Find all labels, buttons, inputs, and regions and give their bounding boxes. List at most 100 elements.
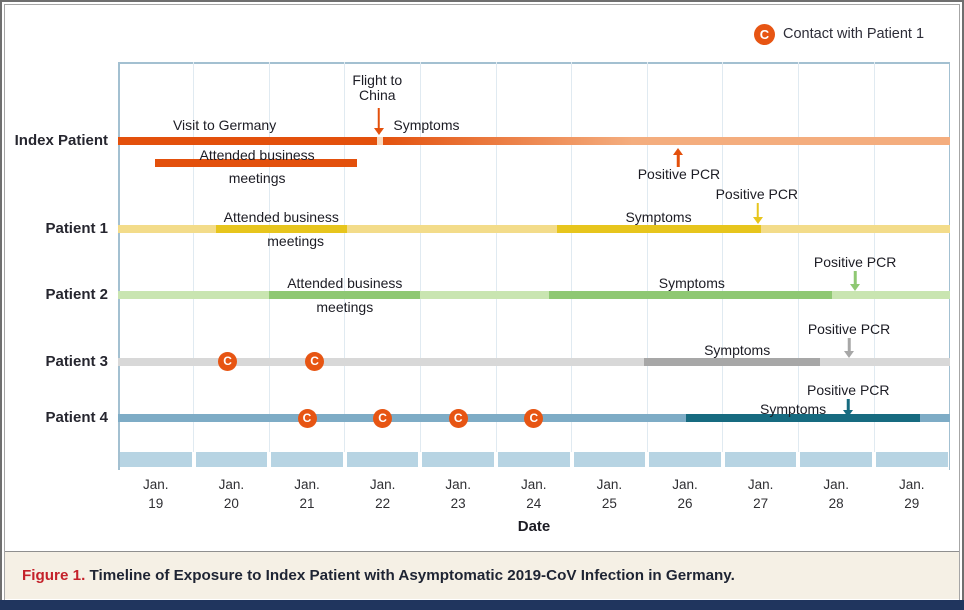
gridline — [646, 62, 648, 452]
axis-tick-month: Jan. — [823, 477, 849, 492]
contact-marker-icon: C — [524, 408, 544, 428]
axis-strip-box — [876, 452, 948, 467]
annotation-label: Visit to Germany — [172, 116, 277, 133]
axis-tick-month: Jan. — [445, 477, 471, 492]
figure-caption: Figure 1. Timeline of Exposure to Index … — [4, 551, 960, 599]
arrow-part — [752, 217, 763, 224]
arrow-part — [850, 284, 861, 291]
timeline-segment — [644, 357, 820, 366]
arrow-part — [676, 153, 680, 167]
axis-tick-month: Jan. — [672, 477, 698, 492]
caption-text: Figure 1. Timeline of Exposure to Index … — [22, 567, 735, 584]
annotation-label: Symptoms — [393, 116, 460, 133]
annotation-label: Symptoms — [704, 341, 771, 358]
arrow-down-icon — [373, 107, 384, 135]
arrow-part — [673, 147, 684, 155]
axis-strip-box — [800, 452, 872, 467]
row-label: Patient 1 — [45, 220, 108, 237]
contact-marker-icon: C — [305, 352, 325, 371]
axis-tick-month: Jan. — [143, 477, 169, 492]
annotation-label: meetings — [228, 169, 286, 186]
axis-tick-day: 26 — [677, 496, 693, 511]
gridline — [268, 62, 270, 452]
timeline-base-bar — [118, 357, 950, 366]
arrow-part — [377, 107, 381, 129]
arrow-up-icon — [673, 147, 684, 167]
row-label: Index Patient — [14, 131, 108, 149]
plot-border-right — [948, 62, 950, 470]
contact-marker-icon: C — [448, 408, 468, 428]
contact-marker-icon: C — [218, 352, 238, 371]
annotation-label: meetings — [267, 233, 325, 249]
arrow-part — [844, 350, 855, 358]
annotation-label: Attended business — [223, 209, 339, 225]
timeline-segment — [376, 136, 383, 145]
timeline-segment — [155, 158, 357, 167]
axis-tick-day: 20 — [223, 496, 239, 511]
arrow-part — [843, 410, 854, 417]
timeline-segment — [548, 291, 832, 299]
annotation-label: Symptoms — [760, 401, 827, 417]
axis-tick-day: 23 — [450, 496, 466, 511]
caption-figure-number: Figure 1. — [22, 567, 86, 584]
axis-strip-box — [422, 452, 494, 467]
contact-marker-icon: C — [373, 408, 393, 428]
axis-tick-day: 19 — [148, 496, 164, 511]
row-label: Patient 3 — [45, 352, 108, 370]
timeline-segment — [685, 414, 921, 422]
annotation-label: Attended business — [287, 275, 403, 291]
gridline — [193, 62, 195, 452]
timeline-plot: Date Jan. 19 Jan. 20 Jan. 21 Jan. 22 Jan. 23 Jan. 2… — [15, 62, 950, 535]
axis-tick-day: 27 — [753, 496, 769, 511]
axis-tick-month: Jan. — [596, 477, 623, 492]
timeline-segment — [269, 291, 421, 299]
axis-tick-day: 21 — [299, 496, 315, 511]
gridline — [571, 62, 573, 452]
legend-label: Contact with Patient 1 — [783, 26, 925, 42]
annotation-label: China — [359, 86, 396, 103]
annotation-label: Positive PCR — [715, 186, 799, 202]
arrow-part — [373, 127, 384, 135]
axis-strip-box — [195, 452, 268, 467]
plot-border-top — [118, 62, 950, 64]
plot-border-left — [118, 62, 120, 470]
axis-strip-box — [573, 452, 646, 467]
axis-tick-month: Jan. — [218, 477, 245, 492]
caption-title: Timeline of Exposure to Index Patient wi… — [89, 567, 735, 584]
axis-tick-day: 22 — [375, 496, 391, 511]
axis-tick-month: Jan. — [369, 477, 396, 492]
arrow-part — [847, 337, 851, 352]
annotation-label: meetings — [316, 299, 374, 315]
axis-strip-box — [120, 452, 192, 467]
axis-tick-month: Jan. — [521, 477, 547, 492]
axis-strip-box — [346, 452, 419, 467]
bottom-navy-strip — [0, 600, 964, 610]
timeline-base-bar — [118, 291, 950, 299]
annotation-label: Positive PCR — [813, 254, 897, 270]
row-label: Patient 4 — [45, 409, 108, 426]
axis-tick-month: Jan. — [899, 477, 925, 492]
annotation-label: Symptoms — [658, 275, 725, 291]
timeline-base-bar — [118, 225, 950, 233]
annotation-label: Attended business — [199, 146, 315, 163]
contact-marker-icon: C — [297, 408, 317, 428]
axis-strip-box — [271, 452, 343, 467]
legend: C Contact with Patient 1 — [0, 24, 964, 46]
annotation-label: Positive PCR — [807, 320, 891, 337]
x-axis-title: Date — [517, 518, 551, 535]
axis-tick-month: Jan. — [294, 477, 320, 492]
arrow-down-icon — [843, 399, 854, 417]
axis-tick-day: 25 — [601, 496, 617, 511]
gridline — [722, 62, 724, 452]
arrow-part — [853, 271, 857, 285]
row-label: Patient 2 — [45, 286, 108, 303]
gridline — [873, 62, 875, 452]
arrow-down-icon — [752, 203, 763, 224]
annotation-label: Symptoms — [625, 209, 692, 225]
timeline-base-bar — [118, 136, 950, 145]
arrow-part — [756, 203, 759, 218]
axis-strip-box — [498, 452, 570, 467]
gridline — [797, 62, 799, 452]
annotation-label: Positive PCR — [637, 165, 721, 182]
